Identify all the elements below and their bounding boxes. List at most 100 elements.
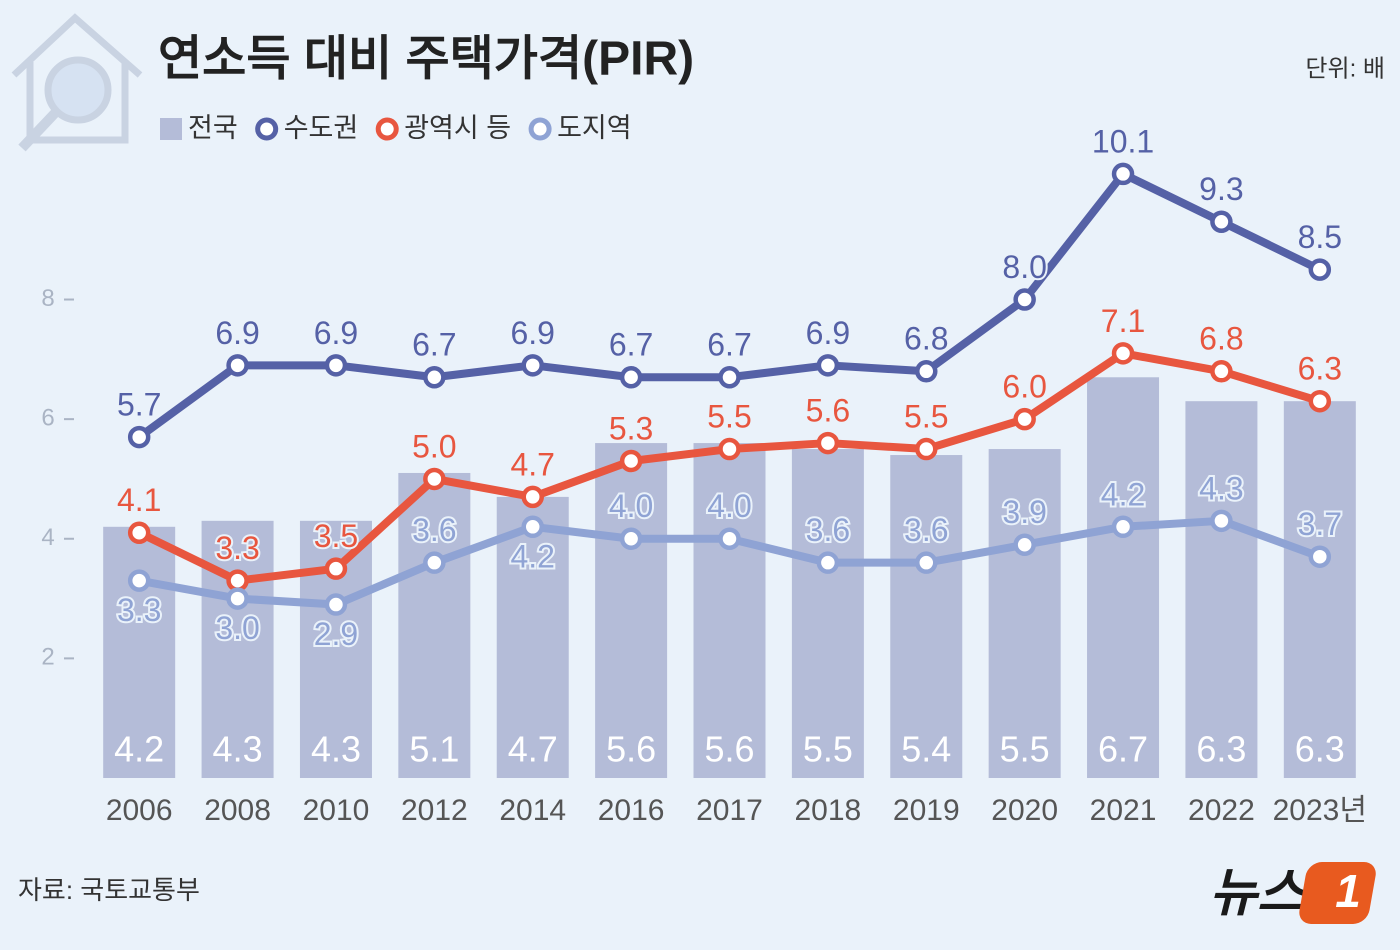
point-value-label: 4.7: [510, 446, 554, 482]
bar-value-label: 6.3: [1295, 729, 1345, 770]
point: [1013, 288, 1036, 311]
x-tick-label: 2023년: [1273, 794, 1367, 827]
point-value-label: 8.5: [1298, 219, 1342, 255]
legend-label: 도지역: [557, 113, 632, 143]
point: [226, 354, 249, 377]
bar-value-label: 4.7: [508, 729, 558, 770]
bar-value-label: 4.2: [114, 729, 164, 770]
point-value-label: 5.5: [904, 399, 948, 435]
unit-label: 단위: 배: [1305, 55, 1385, 82]
point-value-label: 6.9: [510, 315, 554, 351]
point: [1210, 210, 1233, 234]
x-tick-label: 2018: [795, 794, 862, 827]
legend-swatch: [375, 117, 399, 141]
x-tick-label: 2017: [696, 794, 763, 827]
point-value-label: 6.9: [806, 315, 850, 351]
point-value-label: 3.6: [904, 512, 948, 548]
point-value-label: 5.0: [412, 428, 456, 464]
logo-badge-text: 1: [1335, 865, 1361, 917]
legend-label: 수도권: [284, 113, 359, 143]
point: [521, 485, 544, 509]
bar: [1185, 401, 1258, 778]
bar: [693, 443, 766, 778]
point: [816, 431, 840, 455]
x-tick-label: 2022: [1188, 794, 1255, 827]
point: [1013, 533, 1036, 556]
point: [915, 437, 938, 461]
x-tick-label: 2020: [991, 794, 1058, 827]
point-value-label: 3.3: [117, 592, 161, 628]
bar: [201, 520, 274, 778]
point: [423, 366, 446, 389]
point: [718, 366, 741, 389]
point: [1308, 258, 1332, 281]
point: [127, 425, 151, 449]
legend-swatch: [160, 118, 182, 140]
x-tick-label: 2021: [1090, 794, 1157, 827]
point-value-label: 3.6: [412, 512, 456, 548]
point-value-label: 6.7: [609, 327, 653, 363]
point-value-label: 5.5: [707, 399, 751, 435]
point-value-label: 3.5: [314, 518, 358, 554]
legend: 전국 수도권 광역시 등 도지역: [160, 113, 632, 143]
bar-value-label: 6.3: [1196, 729, 1246, 770]
bar-value-label: 5.5: [803, 729, 853, 770]
point: [423, 551, 446, 574]
point-value-label: 4.3: [1199, 470, 1243, 506]
point: [816, 354, 840, 377]
point-value-label: 4.0: [609, 488, 653, 524]
point-value-label: 6.7: [707, 327, 751, 363]
point: [1111, 342, 1135, 365]
y-tick-label: 8: [41, 285, 54, 312]
point: [1308, 389, 1332, 413]
point-value-label: 4.2: [510, 538, 554, 574]
point-value-label: 4.0: [707, 488, 751, 524]
point: [423, 467, 446, 491]
point: [324, 557, 348, 580]
point: [324, 593, 348, 616]
bar-value-label: 5.6: [704, 729, 754, 770]
bar-value-label: 5.1: [409, 729, 459, 770]
point-value-label: 3.3: [215, 530, 259, 566]
bar-value-label: 6.7: [1098, 729, 1148, 770]
bar: [595, 443, 668, 778]
point: [127, 521, 151, 545]
legend-label: 광역시 등: [404, 113, 511, 143]
x-tick-label: 2019: [893, 794, 960, 827]
point-value-label: 9.3: [1199, 171, 1243, 207]
point-value-label: 3.9: [1002, 494, 1046, 530]
x-tick-label: 2010: [303, 794, 370, 827]
point: [1013, 407, 1036, 431]
point: [915, 551, 938, 574]
point: [718, 437, 741, 461]
point: [1111, 162, 1135, 186]
point-value-label: 3.7: [1298, 506, 1342, 542]
point: [619, 527, 643, 551]
point-value-label: 6.0: [1002, 369, 1046, 405]
point: [816, 551, 840, 574]
point-value-label: 6.8: [1199, 321, 1243, 357]
point-value-label: 5.7: [117, 387, 161, 423]
chart-title: 연소득 대비 주택가격(PIR): [158, 33, 694, 86]
bar-value-label: 5.6: [606, 729, 656, 770]
bar: [103, 526, 176, 778]
y-tick-label: 2: [41, 644, 54, 671]
y-tick-label: 4: [41, 524, 54, 551]
point-value-label: 5.6: [806, 393, 850, 429]
bar-value-label: 5.4: [901, 729, 951, 770]
point: [1210, 509, 1233, 533]
house-icon: [11, 13, 143, 152]
x-tick-label: 2008: [204, 794, 271, 827]
point-value-label: 10.1: [1092, 123, 1154, 159]
point-value-label: 6.9: [215, 315, 259, 351]
point: [1210, 360, 1233, 383]
source: 자료: 국토교통부: [18, 875, 200, 905]
point-value-label: 2.9: [314, 616, 358, 652]
x-tick-label: 2014: [499, 794, 566, 827]
point: [619, 366, 643, 389]
bar: [1087, 377, 1160, 778]
point: [915, 360, 938, 383]
point-value-label: 5.3: [609, 410, 653, 446]
